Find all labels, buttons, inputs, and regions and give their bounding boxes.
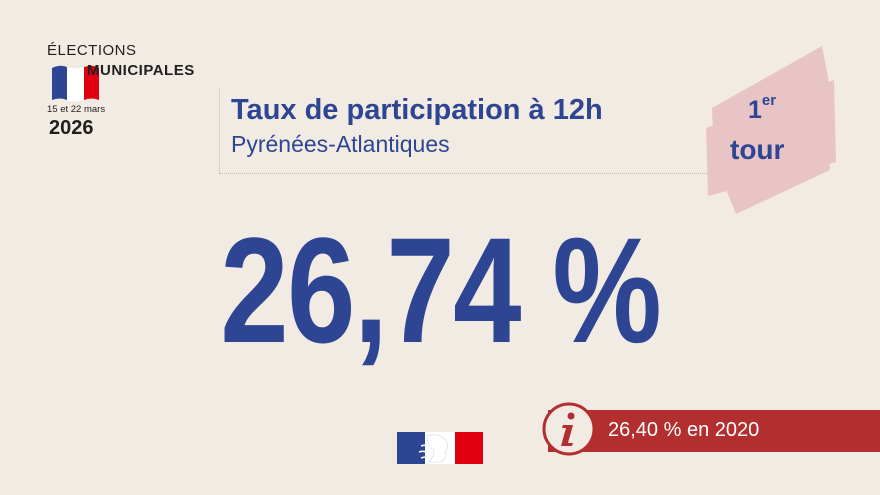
logo-line-municipales: MUNICIPALES bbox=[87, 62, 195, 79]
info-icon bbox=[542, 402, 596, 456]
round-label: tour bbox=[730, 134, 785, 165]
participation-rate: 26,74 % bbox=[0, 208, 880, 373]
round-number: 1er bbox=[748, 92, 777, 124]
participation-rate-value: 26,74 % bbox=[220, 206, 662, 374]
region-subtitle: Pyrénées-Atlantiques bbox=[231, 131, 450, 157]
round-badge: 1er tour bbox=[700, 46, 840, 218]
elections-logo: ÉLECTIONS MUNICIPALES 15 et 22 mars 2026 bbox=[47, 40, 217, 140]
horizontal-divider bbox=[219, 173, 709, 175]
round-badge-shape bbox=[706, 46, 836, 214]
page-title: Taux de participation à 12h bbox=[231, 94, 603, 126]
marianne-logo-icon bbox=[397, 432, 483, 464]
previous-result-banner bbox=[548, 410, 880, 452]
logo-line-elections: ÉLECTIONS bbox=[47, 42, 137, 59]
french-flag-icon bbox=[52, 65, 99, 102]
logo-year: 2026 bbox=[49, 117, 94, 139]
vertical-divider bbox=[219, 88, 222, 173]
previous-result-text: 26,40 % en 2020 bbox=[608, 419, 760, 441]
logo-dates: 15 et 22 mars bbox=[47, 104, 106, 115]
